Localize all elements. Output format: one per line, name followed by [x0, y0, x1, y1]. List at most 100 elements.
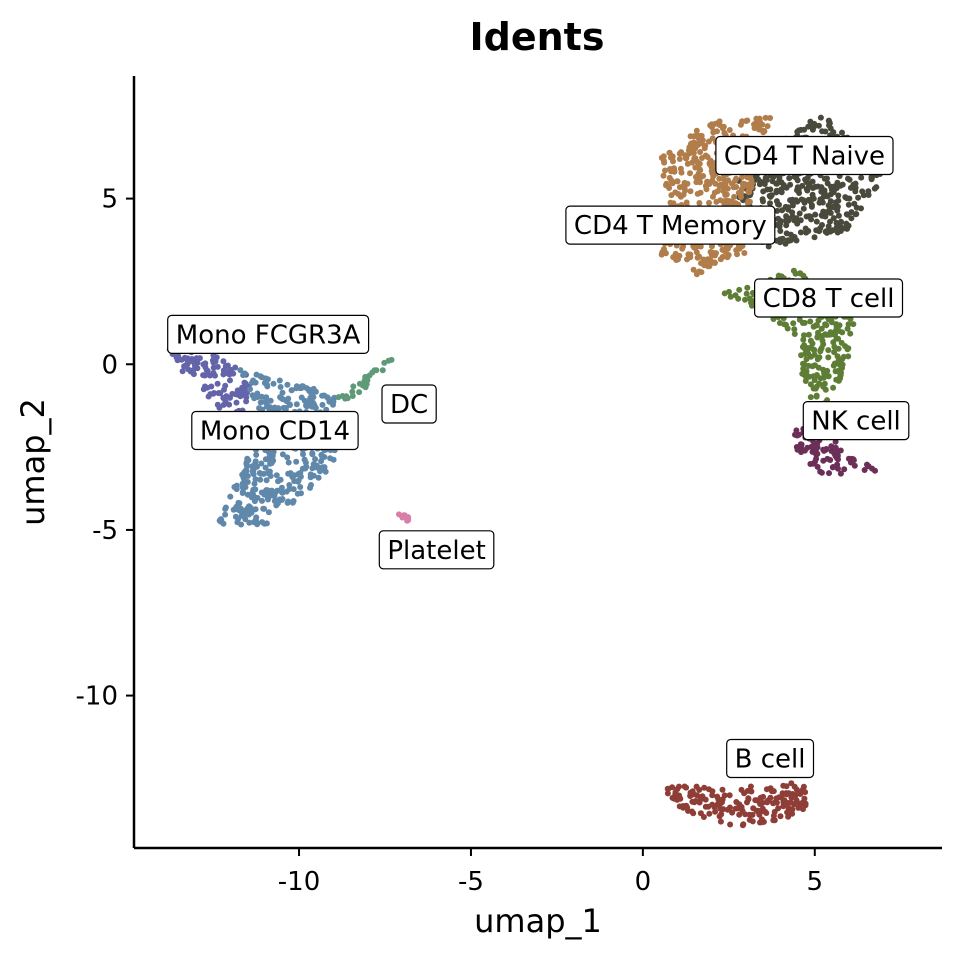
data-point [363, 381, 370, 388]
data-point [779, 207, 786, 214]
data-point [728, 198, 735, 205]
data-point [309, 450, 316, 457]
data-point [777, 813, 784, 820]
data-point [760, 793, 767, 800]
data-point [805, 123, 812, 130]
data-point [297, 484, 304, 490]
label-box [715, 135, 894, 176]
data-point [762, 808, 769, 815]
data-point [841, 466, 848, 473]
data-point [319, 401, 326, 408]
data-point [263, 520, 270, 527]
data-point [719, 786, 726, 793]
data-point [179, 368, 186, 375]
data-point [702, 803, 709, 810]
data-point [865, 188, 872, 195]
data-point [853, 211, 860, 217]
data-point [732, 177, 739, 184]
data-point [262, 375, 269, 382]
cluster-label-mono-cd14: Mono CD14 [191, 410, 359, 451]
data-point [745, 795, 752, 802]
data-point [315, 474, 322, 481]
data-point [290, 498, 297, 504]
data-point [759, 799, 766, 806]
data-point [319, 392, 326, 399]
data-point [664, 785, 671, 792]
data-point [693, 783, 700, 790]
y-tick-label: 0 [101, 350, 118, 380]
data-point [817, 468, 824, 475]
data-point [747, 783, 754, 790]
data-point [660, 172, 667, 179]
data-point [816, 199, 823, 206]
data-point [271, 404, 278, 411]
data-point [860, 192, 867, 199]
data-point [373, 367, 380, 374]
data-point [826, 470, 832, 477]
data-point [827, 218, 833, 225]
data-point [248, 494, 255, 501]
label-text: DC [390, 390, 428, 420]
y-tick-label: -5 [92, 516, 118, 546]
data-point [769, 788, 775, 795]
data-point [717, 256, 724, 263]
cluster-label-cd8-t-cell: CD8 T cell [753, 278, 904, 318]
data-point [814, 440, 821, 447]
data-point [811, 347, 818, 353]
label-box [381, 384, 437, 424]
data-point [705, 138, 712, 145]
data-point [832, 368, 839, 375]
data-point [830, 362, 837, 369]
data-point [679, 245, 686, 252]
data-point [781, 797, 788, 804]
data-point [852, 180, 859, 187]
data-point [815, 329, 821, 336]
data-point [824, 180, 831, 187]
data-point [791, 173, 798, 180]
data-point [300, 451, 306, 458]
data-point [208, 383, 215, 390]
data-point [695, 135, 702, 142]
data-point [285, 459, 292, 466]
data-point [694, 792, 700, 799]
data-point [751, 125, 758, 132]
data-point [820, 457, 827, 464]
data-point [204, 367, 211, 374]
data-point [835, 212, 842, 219]
data-point [763, 786, 770, 793]
data-point [773, 198, 780, 205]
y-tick-label: -10 [76, 682, 118, 712]
data-point [265, 509, 272, 516]
data-point [263, 487, 270, 494]
data-point [381, 359, 388, 366]
data-point [284, 454, 291, 461]
data-point [214, 401, 221, 408]
data-point [282, 405, 289, 411]
data-point [800, 205, 807, 212]
data-point [834, 229, 841, 236]
data-point [201, 372, 208, 379]
data-point [845, 201, 852, 208]
data-point [727, 821, 734, 828]
data-point [774, 180, 780, 187]
data-point [240, 513, 247, 520]
data-point [756, 126, 763, 132]
data-point [731, 193, 738, 200]
data-point [822, 446, 829, 453]
data-point [709, 170, 716, 177]
data-point [792, 792, 799, 798]
data-point [833, 323, 840, 330]
data-point [785, 790, 792, 797]
data-point [696, 160, 703, 167]
data-point [257, 470, 264, 477]
cluster-points-platelet [396, 511, 412, 524]
data-point [710, 193, 716, 200]
data-point [777, 228, 784, 234]
data-point [252, 458, 259, 465]
data-point [307, 471, 314, 478]
data-point [764, 799, 771, 806]
data-point [696, 200, 703, 206]
x-tick-label: -5 [458, 867, 484, 897]
data-point [822, 128, 829, 135]
data-point [807, 461, 814, 467]
